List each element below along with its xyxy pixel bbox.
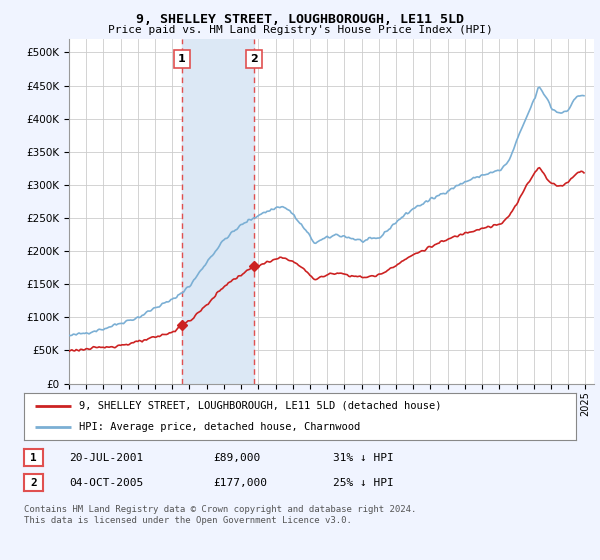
Text: 1: 1 (30, 452, 37, 463)
Text: Price paid vs. HM Land Registry's House Price Index (HPI): Price paid vs. HM Land Registry's House … (107, 25, 493, 35)
Text: 25% ↓ HPI: 25% ↓ HPI (333, 478, 394, 488)
Text: 2: 2 (30, 478, 37, 488)
Text: Contains HM Land Registry data © Crown copyright and database right 2024.
This d: Contains HM Land Registry data © Crown c… (24, 505, 416, 525)
Text: 2: 2 (250, 54, 258, 64)
Text: 31% ↓ HPI: 31% ↓ HPI (333, 452, 394, 463)
Text: HPI: Average price, detached house, Charnwood: HPI: Average price, detached house, Char… (79, 422, 361, 432)
Text: 9, SHELLEY STREET, LOUGHBOROUGH, LE11 5LD: 9, SHELLEY STREET, LOUGHBOROUGH, LE11 5L… (136, 13, 464, 26)
Text: 20-JUL-2001: 20-JUL-2001 (69, 452, 143, 463)
Text: 1: 1 (178, 54, 185, 64)
Text: £177,000: £177,000 (213, 478, 267, 488)
Text: 04-OCT-2005: 04-OCT-2005 (69, 478, 143, 488)
Text: £89,000: £89,000 (213, 452, 260, 463)
Bar (182, 39, 254, 384)
Text: 9, SHELLEY STREET, LOUGHBOROUGH, LE11 5LD (detached house): 9, SHELLEY STREET, LOUGHBOROUGH, LE11 5L… (79, 400, 442, 410)
